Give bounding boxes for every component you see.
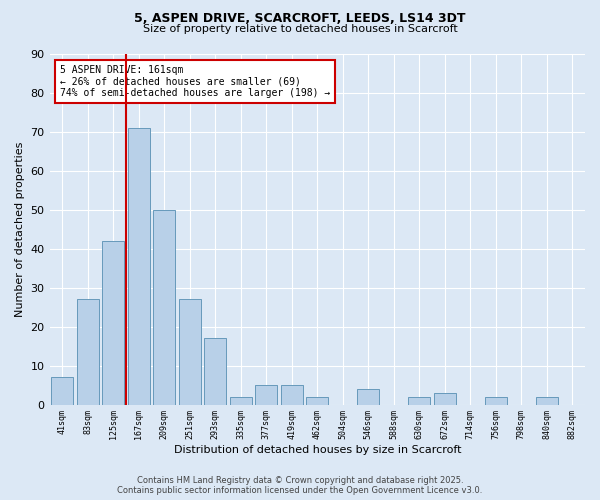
- X-axis label: Distribution of detached houses by size in Scarcroft: Distribution of detached houses by size …: [173, 445, 461, 455]
- Bar: [230, 397, 251, 404]
- Bar: [179, 300, 200, 405]
- Bar: [409, 397, 430, 404]
- Bar: [358, 389, 379, 404]
- Bar: [256, 385, 277, 404]
- Bar: [77, 300, 98, 405]
- Bar: [52, 378, 73, 404]
- Bar: [485, 397, 506, 404]
- Bar: [536, 397, 557, 404]
- Bar: [434, 393, 455, 404]
- Bar: [281, 385, 302, 404]
- Bar: [307, 397, 328, 404]
- Bar: [128, 128, 149, 404]
- Text: Size of property relative to detached houses in Scarcroft: Size of property relative to detached ho…: [143, 24, 457, 34]
- Text: 5 ASPEN DRIVE: 161sqm
← 26% of detached houses are smaller (69)
74% of semi-deta: 5 ASPEN DRIVE: 161sqm ← 26% of detached …: [60, 64, 331, 98]
- Bar: [103, 241, 124, 404]
- Y-axis label: Number of detached properties: Number of detached properties: [15, 142, 25, 317]
- Text: Contains HM Land Registry data © Crown copyright and database right 2025.
Contai: Contains HM Land Registry data © Crown c…: [118, 476, 482, 495]
- Text: 5, ASPEN DRIVE, SCARCROFT, LEEDS, LS14 3DT: 5, ASPEN DRIVE, SCARCROFT, LEEDS, LS14 3…: [134, 12, 466, 26]
- Bar: [205, 338, 226, 404]
- Bar: [154, 210, 175, 404]
